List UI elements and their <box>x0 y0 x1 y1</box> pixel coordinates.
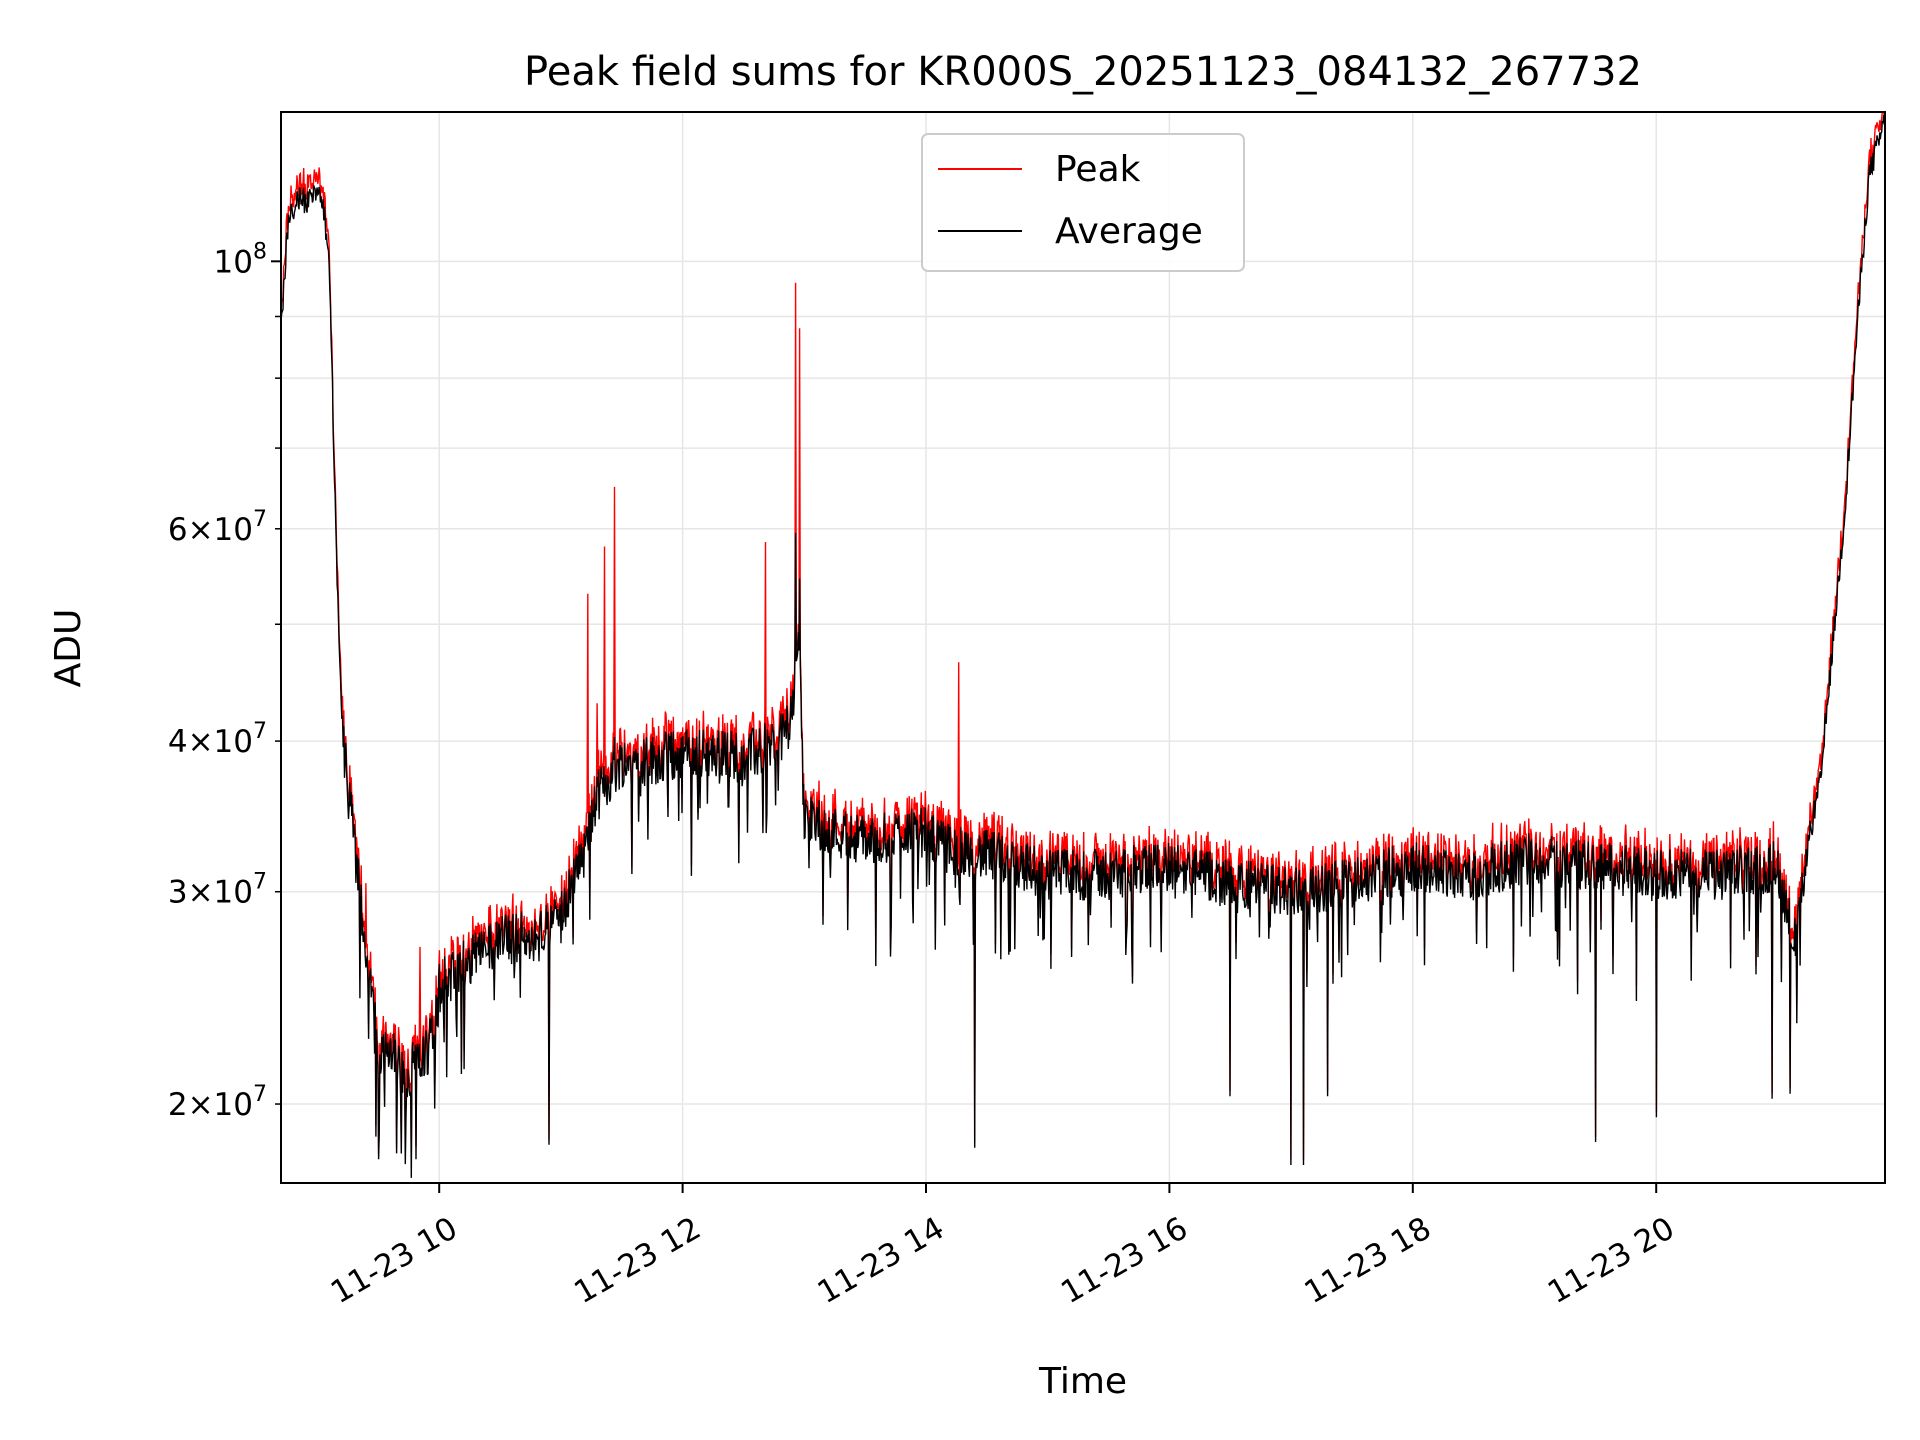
y-tick-label: 4×107 <box>168 719 267 760</box>
legend-peak-label: Peak <box>1055 149 1141 190</box>
plot-frame <box>280 111 1886 1184</box>
legend: Peak Average <box>921 133 1245 272</box>
grid-lines <box>281 112 1885 1183</box>
y-tick-label: 3×107 <box>168 870 267 911</box>
x-axis-ticks: 11-23 10 11-23 12 11-23 14 11-23 16 11-23 18… <box>325 1183 1681 1311</box>
x-tick-label: 11-23 12 <box>568 1210 707 1311</box>
y-tick-label: 2×107 <box>168 1082 267 1123</box>
chart-title: Peak field sums for KR000S_20251123_0841… <box>524 49 1642 95</box>
x-tick-label: 11-23 18 <box>1298 1210 1437 1311</box>
series-average-line <box>280 114 1886 1178</box>
x-axis-label: Time <box>1038 1361 1127 1402</box>
legend-average-label: Average <box>1055 211 1203 252</box>
x-tick-label: 11-23 14 <box>812 1210 951 1311</box>
series-layer <box>280 111 1886 1178</box>
y-tick-label: 6×107 <box>168 507 267 548</box>
x-tick-label: 11-23 20 <box>1542 1210 1681 1311</box>
x-tick-label: 11-23 16 <box>1055 1210 1194 1311</box>
y-tick-label: 108 <box>214 239 267 280</box>
y-axis-ticks: 108 2×107 3×107 4×107 6×107 <box>168 239 281 1123</box>
x-tick-label: 11-23 10 <box>325 1210 464 1311</box>
y-axis-label: ADU <box>48 609 89 688</box>
